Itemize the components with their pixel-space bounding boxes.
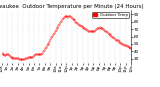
Title: Milwaukee  Outdoor Temperature per Minute (24 Hours): Milwaukee Outdoor Temperature per Minute… xyxy=(0,4,143,9)
Legend: Outdoor Temp: Outdoor Temp xyxy=(92,12,129,18)
